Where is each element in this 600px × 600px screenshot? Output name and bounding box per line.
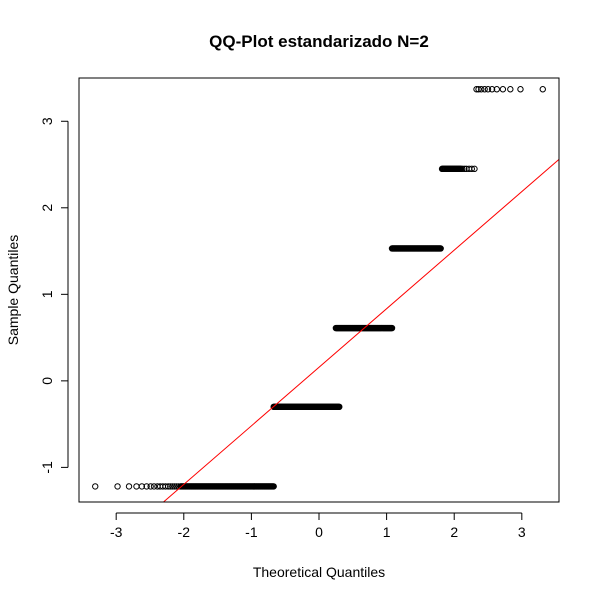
- x-tick-label: 3: [518, 524, 526, 540]
- y-axis-label: Sample Quantiles: [5, 235, 21, 346]
- chart-title: QQ-Plot estandarizado N=2: [209, 32, 429, 51]
- y-tick-label: 0: [39, 377, 55, 385]
- x-tick-label: -3: [110, 524, 123, 540]
- axes: -3 -2 -1 0 1 2 3 -1 0 1 2 3: [39, 117, 526, 540]
- data-point: [488, 86, 496, 93]
- plot-frame: [78, 77, 560, 503]
- x-tick-label: 1: [383, 524, 391, 540]
- data-point: [125, 483, 133, 490]
- x-tick-label: 0: [315, 524, 323, 540]
- x-tick-label: 2: [450, 524, 458, 540]
- data-point: [336, 403, 343, 411]
- data-point: [143, 483, 150, 490]
- data-point: [150, 483, 158, 490]
- reference-line-group: [163, 158, 560, 503]
- data-point: [270, 483, 277, 490]
- data-point: [468, 165, 475, 173]
- data-point: [478, 86, 485, 93]
- data-point: [481, 86, 488, 93]
- x-axis-label: Theoretical Quantiles: [253, 564, 385, 580]
- data-point: [165, 483, 172, 490]
- reference-line: [163, 158, 560, 503]
- data-point: [92, 483, 99, 490]
- data-point: [437, 245, 444, 252]
- data-point: [539, 86, 546, 93]
- y-tick-label: -1: [39, 461, 55, 474]
- y-tick-label: 1: [39, 290, 55, 298]
- data-point: [473, 86, 480, 93]
- data-point: [114, 483, 121, 490]
- data-point: [138, 483, 146, 490]
- x-tick-label: -1: [245, 524, 258, 540]
- data-point: [388, 324, 396, 332]
- data-point: [162, 483, 169, 490]
- data-point: [147, 483, 154, 490]
- data-point: [517, 86, 524, 93]
- data-point: [169, 483, 176, 490]
- data-point: [484, 86, 492, 93]
- data-point: [493, 86, 500, 93]
- data-point: [167, 483, 174, 490]
- data-point: [475, 86, 482, 93]
- data-point: [507, 86, 514, 93]
- data-point: [457, 165, 465, 173]
- data-point: [171, 483, 178, 490]
- y-tick-label: 3: [39, 117, 55, 125]
- x-tick-label: -2: [178, 524, 191, 540]
- data-points: [92, 86, 546, 490]
- y-tick-label: 2: [39, 204, 55, 212]
- data-point: [471, 165, 478, 173]
- data-point: [499, 86, 507, 93]
